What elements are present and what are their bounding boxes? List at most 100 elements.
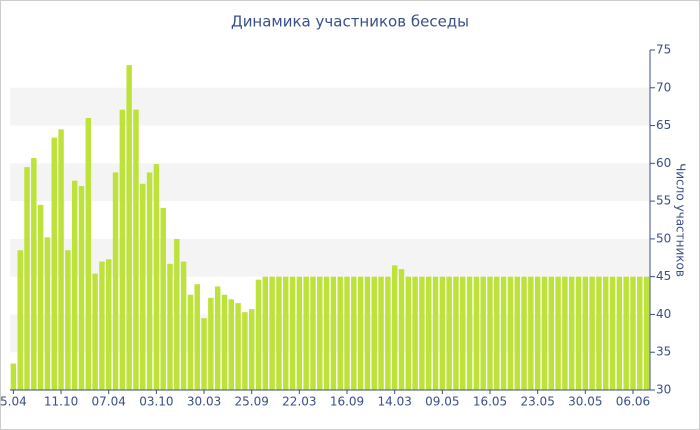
bar <box>630 276 636 390</box>
x-tick-label: 14.03 <box>378 395 412 409</box>
bar <box>140 183 146 390</box>
bar <box>242 312 248 390</box>
y-tick-label: 75 <box>656 43 671 57</box>
y-tick-label: 65 <box>656 118 671 132</box>
bar <box>494 276 500 390</box>
bar <box>616 276 623 390</box>
bar <box>51 137 57 390</box>
bar <box>528 276 534 390</box>
x-tick-label: 30.05 <box>568 395 602 409</box>
bar <box>92 273 98 390</box>
bar <box>194 284 200 390</box>
bar <box>412 276 418 390</box>
bar <box>296 276 303 390</box>
bar <box>248 309 255 390</box>
y-axis-label: Число участников <box>674 163 688 277</box>
bar <box>432 276 439 390</box>
bar <box>78 186 85 390</box>
bar <box>337 276 343 390</box>
y-tick-label: 35 <box>656 345 671 359</box>
bar <box>582 276 589 390</box>
bar <box>303 276 309 390</box>
y-tick-label: 40 <box>656 307 671 321</box>
bar <box>133 109 139 390</box>
bar <box>568 276 575 390</box>
bar <box>473 276 480 390</box>
bar <box>609 276 616 390</box>
x-tick-label: 5.04 <box>0 395 27 409</box>
x-tick-label: 11.10 <box>44 395 78 409</box>
bar <box>371 276 377 390</box>
bar <box>283 276 289 390</box>
bar <box>99 261 105 390</box>
bar <box>562 276 568 390</box>
bar <box>426 276 432 390</box>
bar <box>174 238 180 390</box>
bar <box>228 299 234 390</box>
bar <box>466 276 473 390</box>
bar <box>596 276 602 390</box>
bar <box>31 158 37 390</box>
y-tick-label: 30 <box>656 383 671 397</box>
bar <box>106 259 112 390</box>
chart-title: Динамика участников беседы <box>231 13 469 31</box>
bar <box>17 250 23 390</box>
y-tick-label: 70 <box>656 80 671 94</box>
bar <box>262 276 269 390</box>
x-tick-label: 16.05 <box>473 395 507 409</box>
x-tick-label: 03.10 <box>139 395 173 409</box>
bar <box>44 237 51 390</box>
bar <box>514 276 520 390</box>
bar <box>310 276 316 390</box>
bar <box>487 276 493 390</box>
bar <box>269 276 275 390</box>
bar <box>323 276 330 390</box>
x-tick-label: 07.04 <box>92 395 126 409</box>
bar <box>24 167 30 390</box>
bar <box>385 276 391 390</box>
grid-band <box>10 87 650 126</box>
bar <box>357 276 364 390</box>
bar <box>276 276 282 390</box>
bar <box>575 276 582 390</box>
bar <box>71 180 78 390</box>
bar <box>364 276 371 390</box>
bar <box>521 276 527 390</box>
bar <box>187 294 194 390</box>
bar <box>419 276 425 390</box>
bar <box>180 261 187 390</box>
bar <box>460 276 466 390</box>
bar <box>603 276 609 390</box>
x-tick-label: 16.09 <box>330 395 364 409</box>
bar <box>65 250 71 390</box>
bar <box>391 265 398 390</box>
bar <box>330 276 337 390</box>
bar <box>405 276 412 390</box>
bar <box>255 279 262 390</box>
x-tick-label: 06.06 <box>616 395 650 409</box>
bar <box>201 318 207 390</box>
bar <box>289 276 296 390</box>
bar <box>208 297 214 390</box>
x-tick-label: 30.03 <box>187 395 221 409</box>
bar <box>446 276 452 390</box>
bar <box>344 276 350 390</box>
bar <box>221 294 228 390</box>
grid-band <box>10 163 650 202</box>
bar <box>500 276 507 390</box>
x-tick-label: 22.03 <box>282 395 316 409</box>
bar <box>167 263 173 390</box>
bar <box>317 276 323 390</box>
bar <box>214 286 221 390</box>
bar <box>507 276 514 390</box>
x-tick-label: 09.05 <box>425 395 459 409</box>
bar <box>146 172 153 390</box>
bar <box>235 303 241 390</box>
bar <box>153 164 160 390</box>
bar <box>589 276 595 390</box>
bar <box>623 276 629 390</box>
bar <box>439 276 446 390</box>
bar <box>643 276 650 390</box>
bar <box>555 276 561 390</box>
